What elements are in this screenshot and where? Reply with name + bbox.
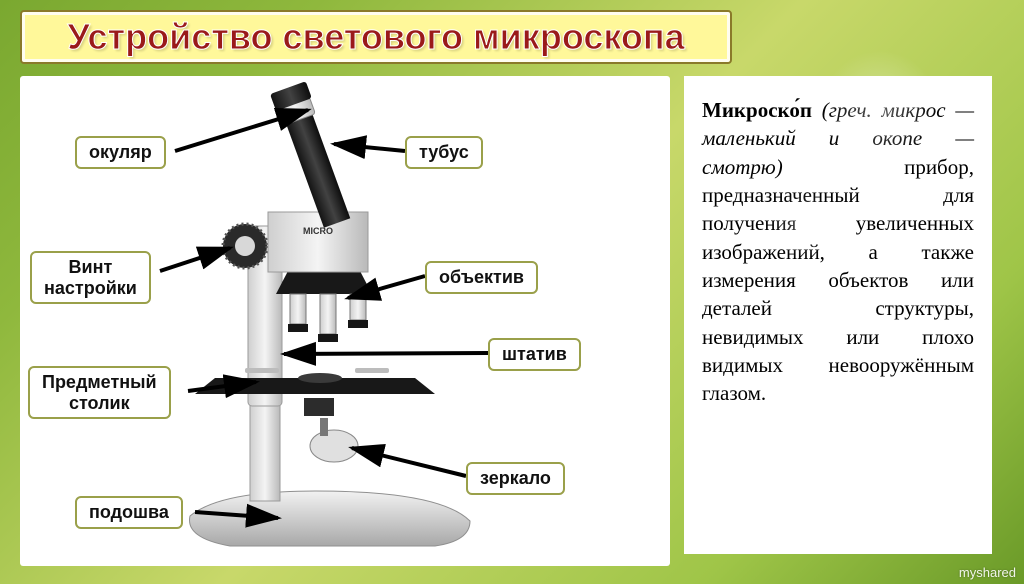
label-arm: штатив bbox=[488, 338, 581, 371]
definition-body: прибор, предназначенный для получения ув… bbox=[702, 155, 974, 406]
label-focus: Винт настройки bbox=[30, 251, 151, 304]
label-stage: Предметный столик bbox=[28, 366, 171, 419]
title-bar: Устройство светового микроскопа bbox=[20, 10, 732, 64]
term: Микроско́п bbox=[702, 98, 812, 122]
page-title: Устройство светового микроскопа bbox=[30, 16, 722, 58]
label-tube: тубус bbox=[405, 136, 483, 169]
label-eyepiece: окуляр bbox=[75, 136, 166, 169]
microscope-diagram: MICRO bbox=[20, 76, 670, 566]
label-base: подошва bbox=[75, 496, 183, 529]
label-mirror: зеркало bbox=[466, 462, 565, 495]
label-objective: объектив bbox=[425, 261, 538, 294]
watermark: myshared bbox=[959, 565, 1016, 580]
